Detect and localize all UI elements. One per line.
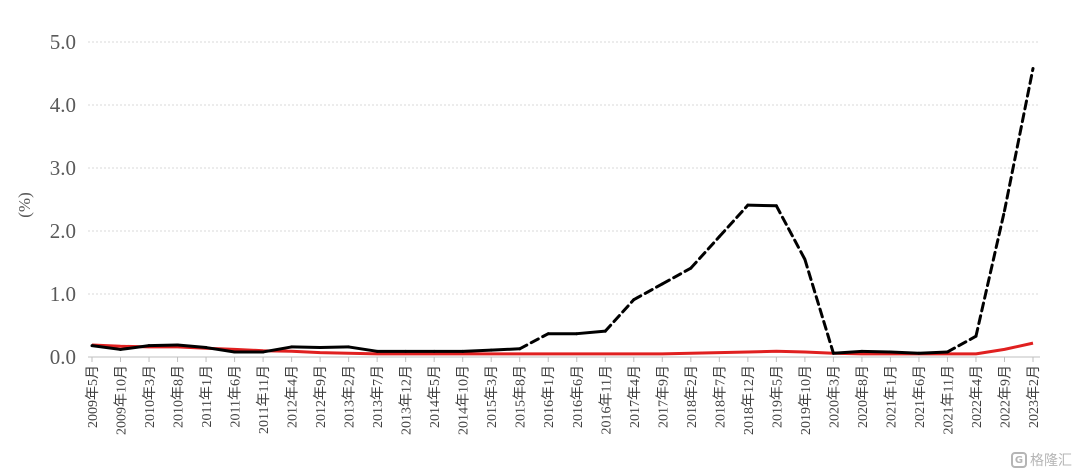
x-tick-label: 2014年5月 [427,365,443,428]
series-line-black-segment [803,257,835,355]
watermark-text: 格隆汇 [1030,453,1072,469]
watermark: G 格隆汇 [1011,450,1072,470]
series-line-black-segment [603,298,636,333]
y-axis: 0.0 1.0 2.0 3.0 4.0 5.0 [50,30,76,369]
x-tick-label: 2019年10月 [798,365,814,435]
y-axis-label: (%) [15,192,34,217]
series-line-black-segment [176,343,208,350]
x-tick-label: 2017年4月 [627,365,643,428]
series-line-black-segment [489,347,522,352]
x-tick-label: 2012年9月 [313,365,329,428]
x-tick-label: 2022年4月 [969,365,985,428]
y-tick-label: 1.0 [50,282,76,306]
x-tick-label: 2009年5月 [85,365,101,428]
series-line-black-segment [774,204,807,261]
series [90,66,1035,356]
series-line-black-segment [945,334,978,354]
x-tick-label: 2013年2月 [342,365,358,428]
series-line-black-segment [290,345,322,350]
x-tick-label: 2017年9月 [655,365,671,428]
x-tick-label: 2014年10月 [456,365,472,435]
x-tick-label: 2016年6月 [570,365,586,428]
x-tick-label: 2018年12月 [741,365,757,435]
g-logo-icon: G [1011,452,1027,468]
y-tick-label: 4.0 [50,93,76,117]
series-line-black-segment [119,344,151,351]
series-line-black-segment [860,349,892,354]
series-line-black-segment [689,235,721,270]
y-tick-label: 5.0 [50,30,76,54]
x-tick-label: 2021年6月 [912,365,928,428]
x-tick-label: 2016年1月 [541,365,557,428]
x-tick-label: 2012年4月 [285,365,301,428]
x-tick-label: 2010年8月 [171,365,187,428]
series-line-black-segment [831,349,864,355]
x-tick-label: 2022年9月 [997,365,1013,428]
series-line-black-segment [90,344,123,351]
x-tick-label: 2016年11月 [598,365,614,434]
x-tick-label: 2023年2月 [1026,365,1042,428]
series-line-black-segment [147,343,180,348]
x-tick-label: 2018年2月 [684,365,700,428]
x-tick-label: 2021年11月 [940,365,956,434]
series-line-red [91,341,1034,356]
series-line-black-segment [518,332,550,351]
series-line-black-segment [888,350,921,355]
series-line-black-segment [575,329,607,336]
x-tick-label: 2015年8月 [513,365,529,428]
series-line-black-segment [717,203,750,239]
series-line-black-segment [917,350,949,355]
x-tick-label: 2013年12月 [399,365,415,435]
series-line-black-segment [632,282,664,302]
series-line-black-segment [318,345,351,350]
series-line-black-segment [746,203,778,208]
x-tick-label: 2020年3月 [826,365,842,428]
series-line-black-segment [461,348,493,353]
x-tick-label: 2011年11月 [256,365,272,434]
y-tick-label: 3.0 [50,156,76,180]
x-tick-label: 2011年1月 [199,365,215,427]
series-line-black-segment [660,266,693,286]
x-tick-label: 2020年8月 [855,365,871,428]
series-line-black-segment [261,345,294,354]
series-line-black-segment [1002,66,1035,213]
x-tick-label: 2015年3月 [484,365,500,428]
gridlines [88,41,1040,295]
series-line-black-segment [204,346,237,354]
x-tick-label: 2009年10月 [114,365,130,435]
x-tick-label: 2010年3月 [142,365,158,428]
x-tick-label: 2018年7月 [712,365,728,428]
x-axis: 2009年5月 2009年10月 2010年3月 2010年8月 2011年1月 2011… [85,357,1042,435]
series-line-black-segment [974,209,1006,338]
series-line-black-segment [347,345,379,353]
y-tick-label: 0.0 [50,345,76,369]
x-tick-label: 2021年1月 [883,365,899,428]
x-tick-label: 2011年6月 [228,365,244,427]
x-tick-label: 2019年5月 [769,365,785,428]
x-tick-label: 2013年7月 [370,365,386,428]
y-tick-label: 2.0 [50,219,76,243]
